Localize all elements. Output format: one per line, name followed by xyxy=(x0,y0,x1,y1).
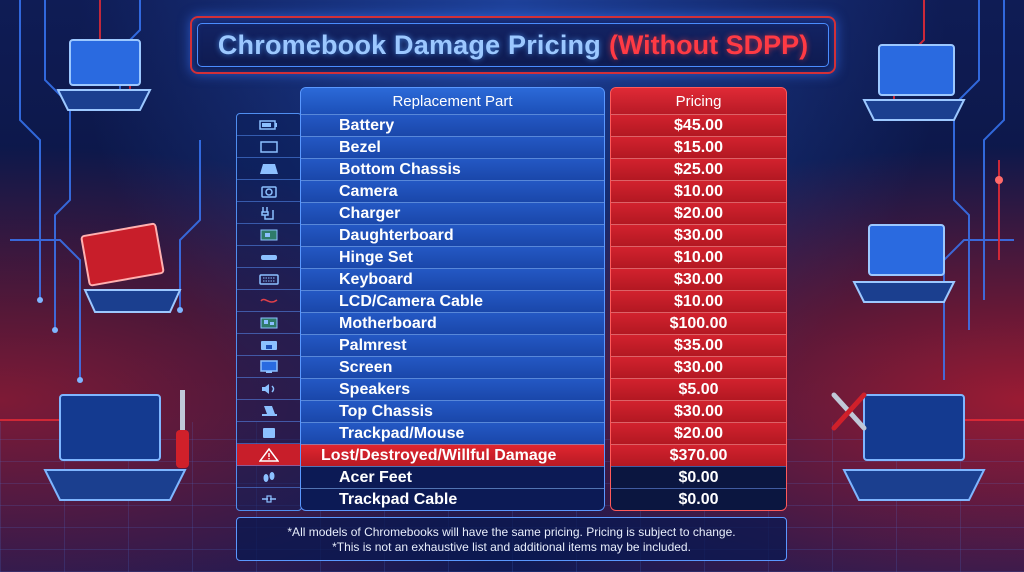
circuit-board-icon xyxy=(237,224,301,246)
table-row: Screen xyxy=(301,356,604,378)
left-circuit-decoration xyxy=(0,0,201,501)
screen-icon xyxy=(237,356,301,378)
table-row: Lost/Destroyed/Willful Damage xyxy=(301,444,604,466)
charger-icon xyxy=(237,202,301,224)
price-cell: $30.00 xyxy=(611,268,786,290)
table-row: Hinge Set xyxy=(301,246,604,268)
price-cell: $30.00 xyxy=(611,400,786,422)
table-row: Battery xyxy=(301,114,604,136)
table-row: LCD/Camera Cable xyxy=(301,290,604,312)
camera-icon xyxy=(237,180,301,202)
price-cell: $0.00 xyxy=(611,466,786,488)
table-row: Camera xyxy=(301,180,604,202)
table-row: Acer Feet xyxy=(301,466,604,488)
footer-note-2: *This is not an exhaustive list and addi… xyxy=(332,539,691,554)
price-cell: $35.00 xyxy=(611,334,786,356)
table-row: Motherboard xyxy=(301,312,604,334)
laptop-icon xyxy=(237,400,301,422)
laptop-icon xyxy=(852,224,956,303)
pricing-header: Pricing xyxy=(611,88,786,114)
hinge-icon xyxy=(237,246,301,268)
price-cell: $15.00 xyxy=(611,136,786,158)
right-circuit-decoration xyxy=(831,0,1024,501)
table-row: Trackpad Cable xyxy=(301,488,604,510)
laptop-icon xyxy=(80,222,182,313)
speaker-icon xyxy=(237,378,301,400)
palmrest-icon xyxy=(237,334,301,356)
price-cell: $20.00 xyxy=(611,422,786,444)
price-cell: $10.00 xyxy=(611,246,786,268)
motherboard-icon xyxy=(237,312,301,334)
laptop-icon xyxy=(862,44,966,121)
page-subtitle: (Without SDPP) xyxy=(608,29,809,60)
cable-icon xyxy=(237,290,301,312)
price-cell: $5.00 xyxy=(611,378,786,400)
price-cell: $20.00 xyxy=(611,202,786,224)
pricing-column: Pricing $45.00 $15.00 $25.00 $10.00 $20.… xyxy=(610,87,787,511)
laptop-icon xyxy=(842,394,986,501)
replacement-part-column: Replacement Part Battery Bezel Bottom Ch… xyxy=(300,87,605,511)
table-row: Palmrest xyxy=(301,334,604,356)
table-row: Bottom Chassis xyxy=(301,158,604,180)
footer-notes: *All models of Chromebooks will have the… xyxy=(236,517,787,561)
chassis-icon xyxy=(237,158,301,180)
footer-note-1: *All models of Chromebooks will have the… xyxy=(287,524,736,539)
table-row: Charger xyxy=(301,202,604,224)
price-cell: $100.00 xyxy=(611,312,786,334)
laptop-icon xyxy=(56,39,152,111)
price-cell: $10.00 xyxy=(611,180,786,202)
price-cell: $0.00 xyxy=(611,488,786,510)
table-row: Daughterboard xyxy=(301,224,604,246)
keyboard-icon xyxy=(237,268,301,290)
price-cell: $370.00 xyxy=(611,444,786,466)
page-title: Chromebook Damage Pricing xyxy=(217,29,601,60)
screwdriver-icon xyxy=(176,390,189,468)
table-row: Top Chassis xyxy=(301,400,604,422)
icon-column xyxy=(236,113,302,511)
title-banner: Chromebook Damage Pricing (Without SDPP) xyxy=(190,16,836,74)
bezel-icon xyxy=(237,136,301,158)
laptop-icon xyxy=(43,394,187,501)
table-row: Bezel xyxy=(301,136,604,158)
trackpad-cable-icon xyxy=(237,488,301,510)
table-row: Keyboard xyxy=(301,268,604,290)
price-cell: $25.00 xyxy=(611,158,786,180)
wrench-screwdriver-icon xyxy=(831,392,867,431)
table-row: Speakers xyxy=(301,378,604,400)
battery-icon xyxy=(237,114,301,136)
replacement-part-header: Replacement Part xyxy=(301,88,604,114)
price-cell: $30.00 xyxy=(611,356,786,378)
warning-icon xyxy=(237,444,301,466)
table-row: Trackpad/Mouse xyxy=(301,422,604,444)
trackpad-icon xyxy=(237,422,301,444)
feet-icon xyxy=(237,466,301,488)
price-cell: $30.00 xyxy=(611,224,786,246)
price-cell: $45.00 xyxy=(611,114,786,136)
price-cell: $10.00 xyxy=(611,290,786,312)
